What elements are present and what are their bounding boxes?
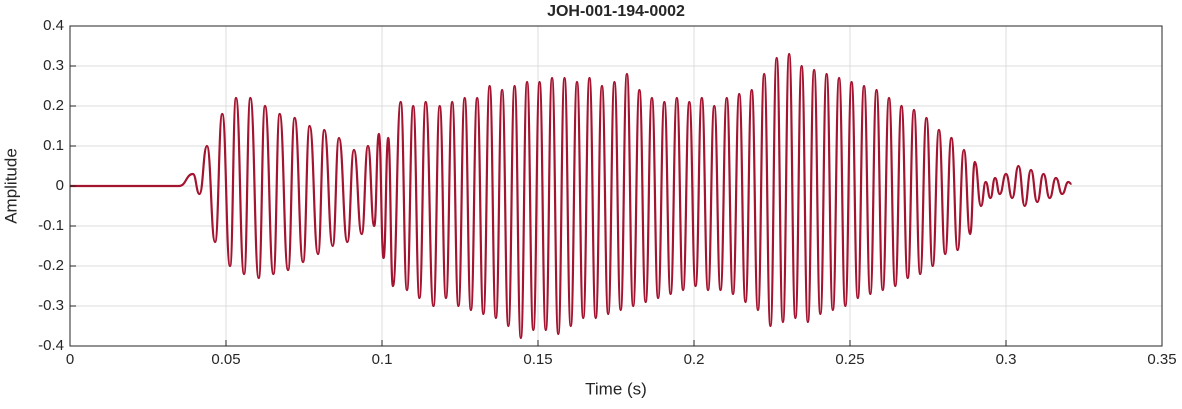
y-tick-label: 0.1 — [43, 137, 64, 154]
plot-area — [70, 52, 1072, 340]
y-axis-label: Amplitude — [1, 148, 20, 224]
x-tick-label: 0.1 — [372, 351, 393, 368]
y-tick-label: -0.1 — [38, 217, 64, 234]
x-tick-label: 0.3 — [996, 351, 1017, 368]
x-tick-label: 0 — [66, 351, 74, 368]
y-tick-label: 0.2 — [43, 97, 64, 114]
x-tick-label: 0.2 — [684, 351, 705, 368]
x-tick-label: 0.15 — [523, 351, 552, 368]
waveform — [70, 52, 1072, 340]
y-tick-label: 0 — [56, 177, 64, 194]
y-tick-label: -0.3 — [38, 297, 64, 314]
y-tick-label: -0.4 — [38, 337, 64, 354]
x-tick-label: 0.35 — [1147, 351, 1176, 368]
chart-title: JOH-001-194-0002 — [547, 3, 685, 20]
y-tick-label: -0.2 — [38, 257, 64, 274]
x-tick-label: 0.05 — [211, 351, 240, 368]
x-tick-label: 0.25 — [835, 351, 864, 368]
x-axis-label: Time (s) — [585, 379, 647, 398]
y-tick-label: 0.3 — [43, 57, 64, 74]
y-tick-label: 0.4 — [43, 17, 64, 34]
